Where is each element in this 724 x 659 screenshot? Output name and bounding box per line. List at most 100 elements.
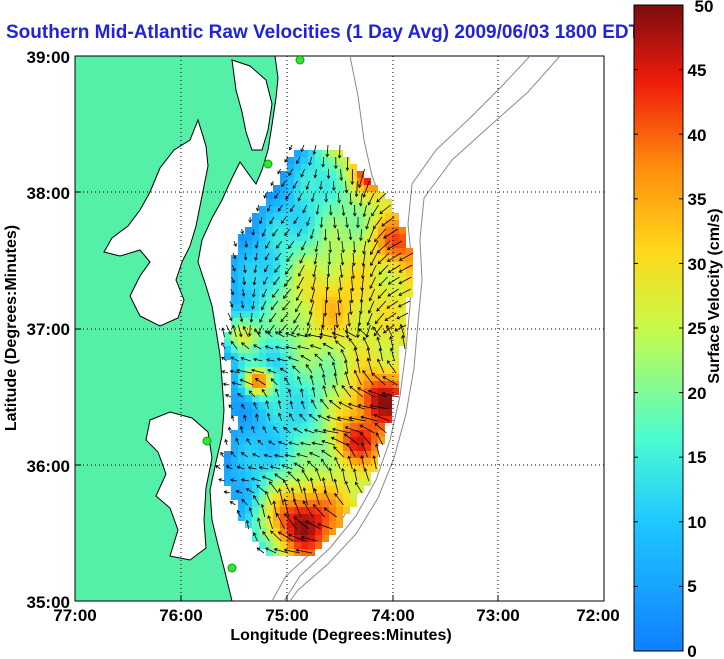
velocity-cell xyxy=(301,507,308,514)
velocity-cell xyxy=(385,353,392,360)
vector-arrowhead xyxy=(337,312,341,317)
velocity-cell xyxy=(357,339,364,346)
vector-arrowhead xyxy=(360,287,365,292)
vector-arrowhead xyxy=(306,222,310,227)
velocity-vector xyxy=(274,473,286,482)
velocity-vector xyxy=(249,507,254,518)
velocity-cell xyxy=(238,262,245,269)
velocity-cell xyxy=(224,479,231,486)
velocity-cell xyxy=(280,444,287,451)
velocity-cell xyxy=(245,248,252,255)
velocity-cell xyxy=(259,535,266,542)
velocity-cell xyxy=(378,255,385,262)
vector-arrowhead xyxy=(351,275,356,280)
velocity-cell xyxy=(343,402,350,409)
velocity-cell xyxy=(231,430,238,437)
velocity-vector xyxy=(246,520,249,530)
velocity-cell xyxy=(259,339,266,346)
velocity-vector xyxy=(284,377,290,386)
velocity-cell xyxy=(231,269,238,276)
velocity-cell xyxy=(371,402,378,409)
vector-arrowhead xyxy=(345,167,350,172)
vector-arrowhead xyxy=(261,233,266,237)
velocity-cell xyxy=(259,255,266,262)
velocity-vector xyxy=(251,369,265,374)
velocity-cell xyxy=(322,451,329,458)
velocity-cell xyxy=(301,178,308,185)
velocity-cell xyxy=(280,458,287,465)
velocity-cell xyxy=(364,276,371,283)
velocity-vector xyxy=(231,276,235,283)
velocity-vector xyxy=(377,288,387,299)
velocity-cell xyxy=(259,262,266,269)
velocity-cell xyxy=(315,220,322,227)
velocity-vector xyxy=(293,498,302,518)
velocity-cell xyxy=(378,395,385,402)
velocity-cell xyxy=(315,248,322,255)
vector-arrowhead xyxy=(273,281,277,286)
vector-arrowhead xyxy=(235,489,240,494)
velocity-cell xyxy=(252,423,259,430)
velocity-cell xyxy=(357,346,364,353)
velocity-vector xyxy=(310,288,316,303)
vector-arrowhead xyxy=(299,260,303,264)
velocity-vector xyxy=(378,264,389,275)
velocity-vector xyxy=(239,312,243,322)
vector-arrowhead xyxy=(349,299,354,304)
vector-arrowhead xyxy=(362,336,367,341)
velocity-cell xyxy=(294,388,301,395)
velocity-cell xyxy=(364,178,371,185)
velocity-cell xyxy=(392,262,399,269)
velocity-vector xyxy=(283,426,291,434)
velocity-cell xyxy=(287,157,294,164)
velocity-cell xyxy=(343,486,350,493)
velocity-cell xyxy=(238,381,245,388)
velocity-cell xyxy=(294,318,301,325)
velocity-cell xyxy=(343,500,350,507)
vector-arrowhead xyxy=(375,432,380,436)
velocity-cell xyxy=(273,290,280,297)
velocity-cell xyxy=(336,206,343,213)
velocity-cell xyxy=(266,290,273,297)
velocity-cell xyxy=(238,241,245,248)
velocity-cell xyxy=(280,416,287,423)
velocity-vector xyxy=(273,426,279,434)
velocity-vector xyxy=(317,415,330,422)
velocity-vector xyxy=(270,530,282,542)
velocity-cell xyxy=(287,381,294,388)
velocity-vector xyxy=(230,451,236,458)
velocity-cell xyxy=(371,248,378,255)
velocity-cell xyxy=(308,276,315,283)
vector-arrowhead xyxy=(321,449,325,454)
velocity-vector xyxy=(290,401,293,410)
velocity-cell xyxy=(273,507,280,514)
velocity-vector xyxy=(251,478,261,482)
velocity-cell xyxy=(266,234,273,241)
vector-arrowhead xyxy=(283,498,287,502)
velocity-cell xyxy=(259,241,266,248)
y-tick-label: 37:00 xyxy=(27,320,70,339)
vector-arrowhead xyxy=(240,356,245,361)
velocity-vector xyxy=(289,413,295,422)
velocity-cell xyxy=(224,339,231,346)
velocity-vector xyxy=(320,399,329,410)
vector-arrowhead xyxy=(313,261,318,265)
velocity-cell xyxy=(259,234,266,241)
velocity-cell xyxy=(231,465,238,472)
vector-arrowhead xyxy=(387,293,392,297)
velocity-cell xyxy=(252,262,259,269)
velocity-cell xyxy=(350,178,357,185)
velocity-cell xyxy=(357,416,364,423)
velocity-cell xyxy=(287,430,294,437)
vector-arrowhead xyxy=(313,174,318,179)
velocity-cell xyxy=(343,339,350,346)
vector-arrowhead xyxy=(386,258,391,262)
velocity-cell xyxy=(350,192,357,199)
velocity-cell xyxy=(343,395,350,402)
velocity-cell xyxy=(259,220,266,227)
velocity-vector xyxy=(262,531,270,542)
velocity-cell xyxy=(308,465,315,472)
velocity-cell xyxy=(238,395,245,402)
velocity-cell xyxy=(252,528,259,535)
vector-arrowhead xyxy=(386,246,391,250)
